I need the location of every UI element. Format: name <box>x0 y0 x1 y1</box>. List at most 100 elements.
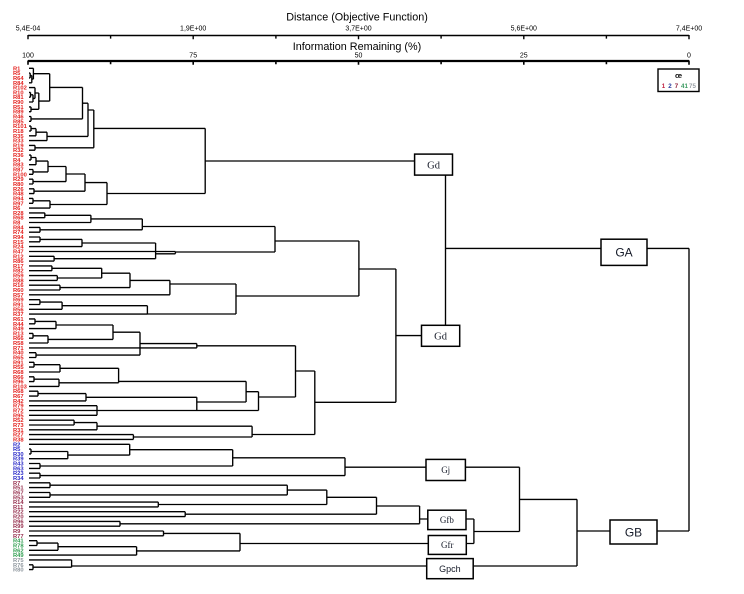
svg-text:5,6E+00: 5,6E+00 <box>511 26 537 33</box>
svg-text:41: 41 <box>681 83 688 90</box>
svg-text:7,4E+00: 7,4E+00 <box>676 26 702 33</box>
svg-text:R57: R57 <box>13 293 24 299</box>
svg-text:R5: R5 <box>13 71 21 77</box>
svg-text:R102: R102 <box>13 86 27 92</box>
svg-text:R68: R68 <box>13 216 24 222</box>
svg-text:R67: R67 <box>13 394 24 400</box>
svg-text:1: 1 <box>662 83 666 90</box>
svg-text:R19: R19 <box>13 143 24 149</box>
svg-text:R81: R81 <box>13 95 24 101</box>
svg-text:Gfb: Gfb <box>440 515 454 525</box>
svg-text:R15: R15 <box>13 240 24 246</box>
svg-text:R85: R85 <box>13 119 24 125</box>
svg-text:R26: R26 <box>13 187 24 193</box>
svg-text:Gj: Gj <box>441 465 450 475</box>
svg-text:R86: R86 <box>13 259 24 265</box>
svg-text:R67: R67 <box>13 491 24 497</box>
svg-text:R84: R84 <box>13 81 24 87</box>
svg-text:R90: R90 <box>13 100 24 106</box>
svg-text:R100: R100 <box>13 172 27 178</box>
svg-text:R66: R66 <box>13 336 24 342</box>
svg-text:R13: R13 <box>13 331 24 337</box>
svg-text:R62: R62 <box>13 548 24 554</box>
svg-text:R71: R71 <box>13 346 24 352</box>
svg-text:R96: R96 <box>13 519 24 525</box>
svg-text:R47: R47 <box>13 250 24 256</box>
svg-text:R51: R51 <box>13 486 24 492</box>
svg-text:1,9E+00: 1,9E+00 <box>180 26 206 33</box>
svg-text:R74: R74 <box>13 230 24 236</box>
svg-text:100: 100 <box>22 53 34 60</box>
svg-text:R22: R22 <box>13 510 24 516</box>
svg-text:R20: R20 <box>13 515 24 521</box>
svg-text:R51: R51 <box>13 105 24 111</box>
svg-text:R82: R82 <box>13 269 24 275</box>
svg-text:R14: R14 <box>13 500 24 506</box>
svg-text:R34: R34 <box>13 476 24 482</box>
svg-text:R72: R72 <box>13 409 24 415</box>
svg-text:R7: R7 <box>13 481 20 487</box>
svg-text:R39: R39 <box>13 457 24 463</box>
svg-text:5,4E-04: 5,4E-04 <box>16 26 41 33</box>
svg-text:R94: R94 <box>13 196 24 202</box>
svg-text:R80: R80 <box>13 182 24 188</box>
svg-text:R55: R55 <box>13 365 24 371</box>
svg-text:Gpch: Gpch <box>439 564 461 574</box>
svg-text:R64: R64 <box>13 76 24 82</box>
svg-text:R27: R27 <box>13 433 24 439</box>
svg-text:R38: R38 <box>13 437 24 443</box>
svg-text:R49: R49 <box>13 553 24 559</box>
svg-text:R18: R18 <box>13 129 24 135</box>
svg-text:R91: R91 <box>13 360 24 366</box>
svg-text:R79: R79 <box>13 404 24 410</box>
svg-text:Gfr: Gfr <box>441 540 454 550</box>
svg-text:R48: R48 <box>13 192 24 198</box>
svg-text:R77: R77 <box>13 534 24 540</box>
svg-text:R43: R43 <box>13 462 24 468</box>
svg-text:R36: R36 <box>13 153 24 159</box>
svg-text:R44: R44 <box>13 322 24 328</box>
svg-text:R101: R101 <box>13 124 28 130</box>
svg-text:R63: R63 <box>13 466 24 472</box>
svg-text:R29: R29 <box>13 177 24 183</box>
svg-text:R40: R40 <box>13 351 24 357</box>
svg-text:R87: R87 <box>13 168 24 174</box>
svg-text:R16: R16 <box>13 283 24 289</box>
svg-text:R91: R91 <box>13 303 24 309</box>
svg-text:Gd: Gd <box>434 332 448 343</box>
svg-text:R61: R61 <box>13 317 24 323</box>
svg-text:R80: R80 <box>13 568 24 574</box>
svg-text:R35: R35 <box>13 134 24 140</box>
svg-text:R53: R53 <box>13 495 24 501</box>
svg-text:R49: R49 <box>13 327 24 333</box>
svg-text:R17: R17 <box>13 264 24 270</box>
svg-text:œ: œ <box>675 71 682 80</box>
svg-text:R4: R4 <box>13 158 21 164</box>
svg-text:Information Remaining (%): Information Remaining (%) <box>293 41 421 53</box>
svg-text:R66: R66 <box>13 375 24 381</box>
svg-text:R96: R96 <box>13 380 24 386</box>
svg-text:R95: R95 <box>13 413 24 419</box>
svg-text:R58: R58 <box>13 341 24 347</box>
svg-text:R10: R10 <box>13 90 24 96</box>
svg-text:R88: R88 <box>13 278 24 284</box>
svg-text:7: 7 <box>675 83 679 90</box>
svg-text:R83: R83 <box>13 163 24 169</box>
svg-text:R65: R65 <box>13 356 24 362</box>
svg-text:R46: R46 <box>13 115 24 121</box>
svg-text:R99: R99 <box>13 524 24 530</box>
svg-text:R56: R56 <box>13 307 24 313</box>
svg-text:R42: R42 <box>13 399 24 405</box>
svg-text:R84: R84 <box>13 225 24 231</box>
svg-text:R76: R76 <box>13 563 24 569</box>
svg-text:75: 75 <box>689 83 696 90</box>
svg-text:R78: R78 <box>13 544 24 550</box>
svg-text:R28: R28 <box>13 211 24 217</box>
svg-text:R75: R75 <box>13 558 24 564</box>
svg-text:3,7E+00: 3,7E+00 <box>345 26 371 33</box>
svg-text:R9: R9 <box>13 529 21 535</box>
svg-text:R69: R69 <box>13 298 24 304</box>
svg-text:R8: R8 <box>13 221 21 227</box>
svg-text:R11: R11 <box>13 505 24 511</box>
svg-text:GB: GB <box>625 525 642 539</box>
